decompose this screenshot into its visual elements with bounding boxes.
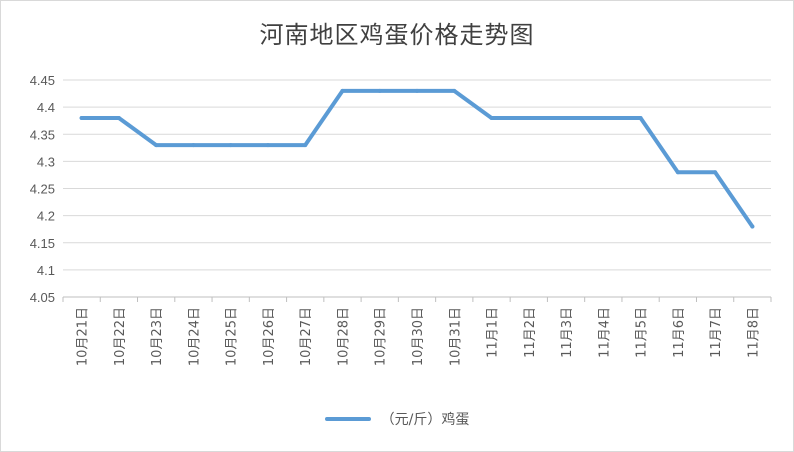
y-tick-label: 4.25 — [30, 182, 55, 197]
x-tick-label: 11月5日 — [635, 307, 650, 358]
x-tick-label: 10月27日 — [299, 307, 314, 366]
data-point — [526, 115, 531, 120]
x-tick-label: 10月30日 — [411, 307, 426, 366]
x-tick-label: 11月4日 — [597, 307, 612, 358]
x-tick-label: 11月3日 — [560, 307, 575, 358]
legend-label: （元/斤）鸡蛋 — [380, 412, 470, 428]
y-tick-label: 4.3 — [37, 154, 55, 169]
x-tick-label: 10月31日 — [448, 307, 463, 366]
x-tick-label: 10月29日 — [374, 307, 389, 366]
x-tick-label: 10月24日 — [187, 307, 202, 366]
x-tick-label: 10月25日 — [225, 307, 240, 366]
data-point — [265, 143, 270, 148]
data-point — [452, 88, 457, 93]
x-tick-label: 10月22日 — [113, 307, 128, 366]
x-tick-label: 11月1日 — [486, 307, 501, 358]
data-point — [154, 143, 159, 148]
y-tick-label: 4.45 — [30, 73, 55, 88]
y-tick-label: 4.1 — [37, 263, 55, 278]
data-point — [377, 88, 382, 93]
x-tick-label: 10月28日 — [336, 307, 351, 366]
data-point — [116, 115, 121, 120]
x-tick-label: 11月6日 — [672, 307, 687, 358]
chart-title: 河南地区鸡蛋价格走势图 — [259, 21, 535, 49]
x-tick-label: 10月23日 — [150, 307, 165, 366]
data-point — [750, 224, 755, 229]
data-point — [340, 88, 345, 93]
y-tick-label: 4.4 — [37, 100, 55, 115]
x-tick-label: 10月21日 — [76, 307, 91, 366]
x-tick-label: 11月2日 — [523, 307, 538, 358]
data-point — [191, 143, 196, 148]
data-point — [415, 88, 419, 93]
x-tick-label: 11月8日 — [746, 307, 761, 358]
data-point — [638, 115, 643, 120]
data-point — [228, 143, 233, 148]
x-tick-label: 11月7日 — [709, 307, 724, 358]
data-point — [489, 115, 494, 120]
data-point — [675, 170, 680, 175]
x-tick-label: 10月26日 — [262, 307, 277, 366]
y-tick-label: 4.35 — [30, 127, 55, 142]
series-line — [79, 88, 755, 229]
data-point — [79, 115, 84, 120]
data-point — [713, 170, 718, 175]
data-point — [303, 143, 308, 148]
y-tick-label: 4.05 — [30, 290, 55, 305]
data-point — [601, 115, 606, 120]
legend: （元/斤）鸡蛋 — [1, 409, 793, 429]
legend-line-swatch — [324, 417, 371, 421]
y-tick-label: 4.2 — [37, 209, 55, 224]
data-point — [564, 115, 569, 120]
y-tick-label: 4.15 — [30, 236, 55, 251]
